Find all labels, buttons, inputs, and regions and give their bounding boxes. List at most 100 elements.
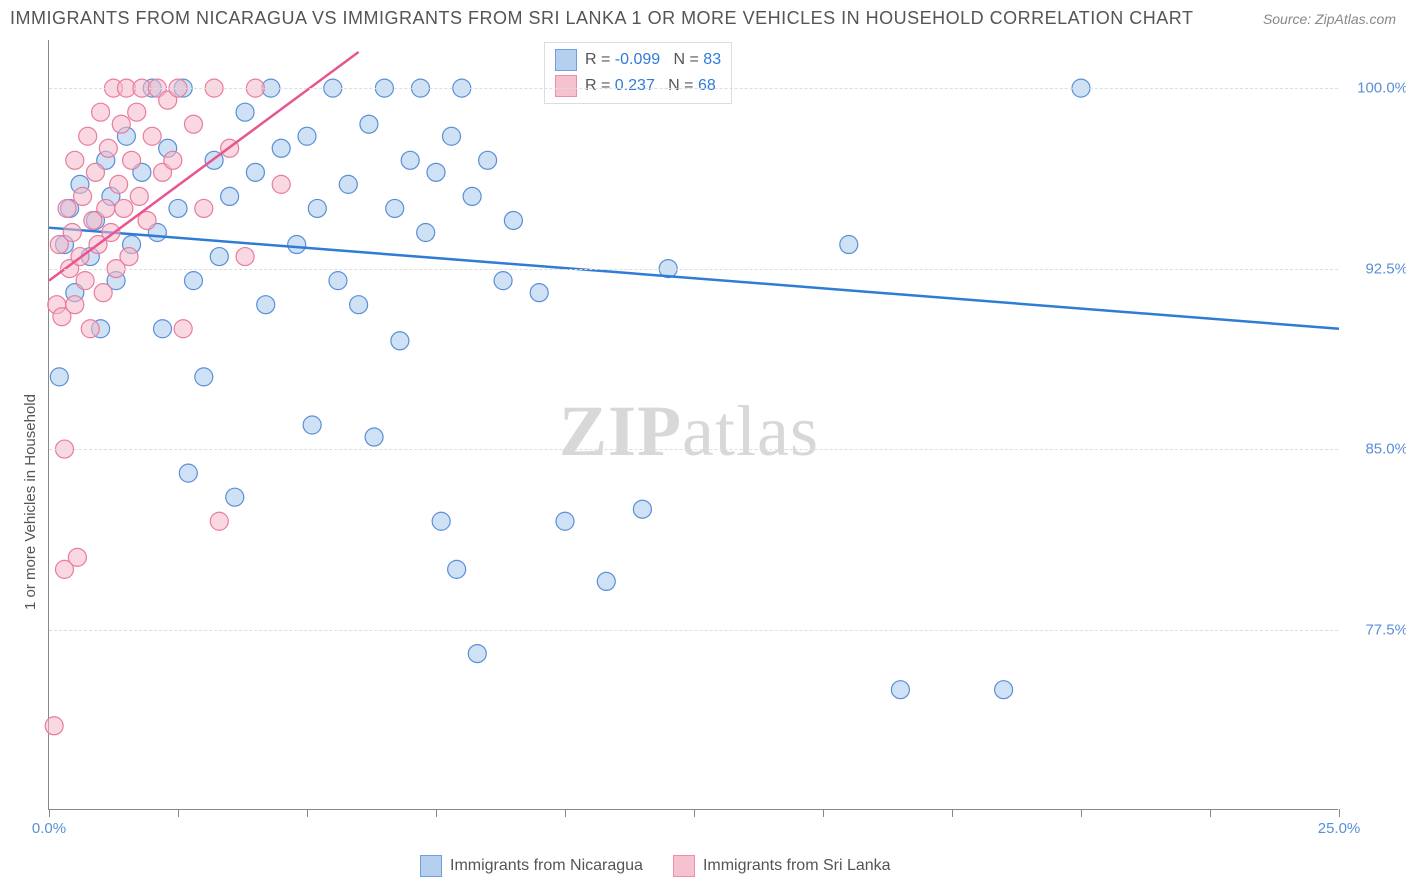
data-point-nicaragua xyxy=(221,187,239,205)
legend-label: Immigrants from Sri Lanka xyxy=(703,857,891,875)
data-point-nicaragua xyxy=(179,464,197,482)
legend-stats-row-nicaragua: R = -0.099 N = 83 xyxy=(555,47,721,73)
data-point-srilanka xyxy=(110,175,128,193)
data-point-nicaragua xyxy=(891,681,909,699)
data-point-nicaragua xyxy=(995,681,1013,699)
data-point-nicaragua xyxy=(184,272,202,290)
data-point-nicaragua xyxy=(468,645,486,663)
data-point-srilanka xyxy=(128,103,146,121)
data-point-srilanka xyxy=(58,199,76,217)
legend-item-srilanka: Immigrants from Sri Lanka xyxy=(673,855,891,877)
y-tick-label: 92.5% xyxy=(1365,260,1406,277)
data-point-srilanka xyxy=(174,320,192,338)
data-point-srilanka xyxy=(120,248,138,266)
legend-swatch-srilanka xyxy=(555,75,577,97)
data-point-srilanka xyxy=(92,103,110,121)
data-point-nicaragua xyxy=(633,500,651,518)
data-point-srilanka xyxy=(86,163,104,181)
chart-title: IMMIGRANTS FROM NICARAGUA VS IMMIGRANTS … xyxy=(10,8,1193,29)
data-point-srilanka xyxy=(143,127,161,145)
y-tick-label: 85.0% xyxy=(1365,441,1406,458)
legend-item-nicaragua: Immigrants from Nicaragua xyxy=(420,855,643,877)
data-point-srilanka xyxy=(66,151,84,169)
data-point-nicaragua xyxy=(365,428,383,446)
data-point-nicaragua xyxy=(401,151,419,169)
data-point-nicaragua xyxy=(442,127,460,145)
data-point-nicaragua xyxy=(597,572,615,590)
data-point-srilanka xyxy=(123,151,141,169)
data-point-nicaragua xyxy=(50,368,68,386)
data-point-nicaragua xyxy=(479,151,497,169)
data-point-nicaragua xyxy=(257,296,275,314)
x-tick xyxy=(1210,809,1211,817)
data-point-nicaragua xyxy=(154,320,172,338)
title-row: IMMIGRANTS FROM NICARAGUA VS IMMIGRANTS … xyxy=(10,8,1396,29)
data-point-nicaragua xyxy=(840,236,858,254)
source-label: Source: ZipAtlas.com xyxy=(1263,11,1396,27)
legend-swatch-srilanka xyxy=(673,855,695,877)
plot-area: ZIPatlas R = -0.099 N = 83R = 0.237 N = … xyxy=(48,40,1338,810)
gridline-horizontal xyxy=(49,269,1338,270)
y-tick-label: 100.0% xyxy=(1357,80,1406,97)
data-point-nicaragua xyxy=(329,272,347,290)
data-point-nicaragua xyxy=(448,560,466,578)
data-point-srilanka xyxy=(74,187,92,205)
data-point-nicaragua xyxy=(298,127,316,145)
data-point-srilanka xyxy=(112,115,130,133)
x-tick xyxy=(952,809,953,817)
legend-bottom: Immigrants from Nicaragua Immigrants from… xyxy=(420,855,891,877)
data-point-srilanka xyxy=(66,296,84,314)
data-point-srilanka xyxy=(164,151,182,169)
x-axis-label-right: 25.0% xyxy=(1318,820,1361,837)
data-point-nicaragua xyxy=(339,175,357,193)
data-point-nicaragua xyxy=(432,512,450,530)
x-tick xyxy=(1339,809,1340,817)
x-tick xyxy=(1081,809,1082,817)
data-point-srilanka xyxy=(97,199,115,217)
data-point-nicaragua xyxy=(236,103,254,121)
data-point-nicaragua xyxy=(427,163,445,181)
legend-swatch-nicaragua xyxy=(420,855,442,877)
data-point-nicaragua xyxy=(360,115,378,133)
data-point-nicaragua xyxy=(494,272,512,290)
data-point-nicaragua xyxy=(210,248,228,266)
data-point-nicaragua xyxy=(391,332,409,350)
data-point-nicaragua xyxy=(303,416,321,434)
x-tick xyxy=(178,809,179,817)
legend-stats-row-srilanka: R = 0.237 N = 68 xyxy=(555,73,721,99)
data-point-srilanka xyxy=(236,248,254,266)
legend-stats-text: R = -0.099 N = 83 xyxy=(585,51,721,69)
data-point-nicaragua xyxy=(417,224,435,242)
gridline-horizontal xyxy=(49,630,1338,631)
gridline-horizontal xyxy=(49,88,1338,89)
y-axis-label: 1 or more Vehicles in Household xyxy=(22,394,39,610)
data-point-srilanka xyxy=(210,512,228,530)
x-tick xyxy=(694,809,695,817)
x-tick xyxy=(565,809,566,817)
x-tick xyxy=(436,809,437,817)
data-point-nicaragua xyxy=(169,199,187,217)
data-point-srilanka xyxy=(272,175,290,193)
data-point-nicaragua xyxy=(288,236,306,254)
data-point-srilanka xyxy=(63,224,81,242)
legend-stats-box: R = -0.099 N = 83 R = 0.237 N = 68 xyxy=(544,42,732,104)
data-point-nicaragua xyxy=(556,512,574,530)
data-point-srilanka xyxy=(195,199,213,217)
data-point-srilanka xyxy=(94,284,112,302)
x-tick xyxy=(823,809,824,817)
data-point-nicaragua xyxy=(463,187,481,205)
data-point-nicaragua xyxy=(386,199,404,217)
data-point-srilanka xyxy=(45,717,63,735)
data-point-srilanka xyxy=(76,272,94,290)
legend-swatch-nicaragua xyxy=(555,49,577,71)
data-point-nicaragua xyxy=(246,163,264,181)
chart-container: IMMIGRANTS FROM NICARAGUA VS IMMIGRANTS … xyxy=(0,0,1406,892)
legend-stats-text: R = 0.237 N = 68 xyxy=(585,77,716,95)
data-point-nicaragua xyxy=(350,296,368,314)
trendline-nicaragua xyxy=(49,228,1339,329)
data-point-srilanka xyxy=(68,548,86,566)
y-tick-label: 77.5% xyxy=(1365,621,1406,638)
gridline-horizontal xyxy=(49,449,1338,450)
data-point-srilanka xyxy=(79,127,97,145)
data-point-srilanka xyxy=(99,139,117,157)
